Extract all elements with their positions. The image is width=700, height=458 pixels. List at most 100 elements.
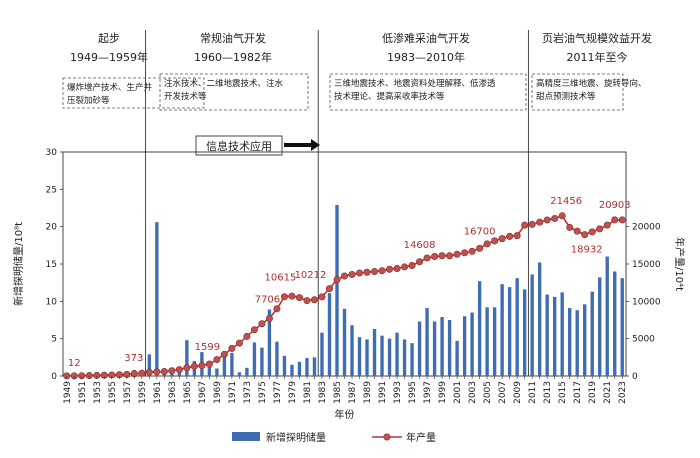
- production-point: [243, 332, 251, 340]
- x-tick-label: 1997: [423, 381, 433, 404]
- reserve-bar: [237, 372, 242, 376]
- reserve-bar: [440, 317, 444, 376]
- production-point: [160, 368, 168, 376]
- production-point: [153, 368, 161, 376]
- x-tick-label: 2011: [528, 381, 538, 404]
- x-tick-label: 2013: [543, 381, 553, 404]
- production-point: [371, 267, 379, 275]
- stage-note-line: 压裂加砂等: [67, 95, 110, 106]
- production-point: [506, 232, 514, 240]
- reserve-bar: [372, 328, 377, 376]
- x-tick-label: 1967: [198, 381, 208, 404]
- stage-years: 1960—1982年: [194, 50, 272, 64]
- x-tick-label: 1999: [438, 381, 448, 404]
- x-tick-label: 1987: [348, 381, 358, 404]
- production-point: [303, 297, 311, 305]
- reserve-bar: [425, 308, 429, 376]
- production-annotation: 373: [124, 353, 143, 364]
- x-axis-title: 年份: [335, 408, 355, 421]
- stage-years: 1983—2010年: [387, 50, 465, 64]
- x-tick-label: 1971: [228, 381, 238, 404]
- production-point: [438, 252, 446, 260]
- reserve-bar: [215, 368, 219, 376]
- production-point: [566, 223, 574, 231]
- stage-note-box: [531, 73, 624, 111]
- info-tech-callout: 信息技术应用: [195, 135, 320, 156]
- stage-title: 常规油气开发: [200, 31, 266, 45]
- legend-bar-label: 新增探明储量: [266, 431, 326, 444]
- reserve-bar: [365, 339, 369, 376]
- production-point: [491, 237, 499, 245]
- reserve-bar: [492, 307, 497, 376]
- production-point: [468, 247, 476, 255]
- production-annotation: 7706: [255, 294, 280, 305]
- reserve-bar: [605, 256, 609, 376]
- legend-line-marker: [383, 433, 391, 441]
- production-point: [513, 232, 521, 240]
- reserve-bar: [260, 347, 264, 376]
- x-tick-label: 1981: [303, 381, 313, 404]
- reserve-bar: [297, 361, 302, 376]
- reserve-bar: [177, 372, 182, 376]
- x-tick-label: 1989: [363, 381, 373, 404]
- legend-bar-swatch: [232, 432, 260, 441]
- reserve-bar: [575, 310, 579, 376]
- x-tick-label: 2007: [498, 381, 508, 404]
- reserve-bar: [275, 341, 279, 376]
- production-point: [603, 221, 611, 229]
- axes: 0 5 10 15 20 25 30 0 5000 10000 15000 20000 1949 1951…: [12, 148, 686, 421]
- production-point: [378, 267, 386, 275]
- x-tick-label: 1995: [408, 381, 418, 404]
- left-tick-label: 10: [46, 297, 58, 307]
- production-point: [551, 214, 559, 222]
- x-tick-label: 2019: [588, 381, 598, 404]
- stage-note-line: 开发技术等: [164, 91, 207, 102]
- production-point: [258, 320, 266, 328]
- production-annotation: 1599: [195, 342, 220, 353]
- x-tick-label: 2009: [513, 381, 523, 404]
- reserve-bar: [613, 271, 617, 376]
- x-tick-label: 1951: [78, 381, 88, 404]
- reserve-bar: [320, 332, 324, 376]
- x-tick-label: 2001: [453, 381, 463, 404]
- right-tick-label: 20000: [632, 223, 661, 233]
- production-point: [363, 268, 371, 276]
- x-tick-label: 2023: [618, 381, 628, 404]
- reserve-bar: [380, 335, 384, 376]
- production-point: [453, 250, 461, 258]
- reserve-bar: [402, 339, 407, 376]
- stage-title: 低渗难采油气开发: [382, 31, 470, 45]
- production-annotation: 14608: [404, 240, 436, 251]
- production-point: [558, 212, 566, 220]
- reserve-bars: [132, 205, 624, 376]
- reserve-bar: [170, 373, 174, 376]
- production-point: [543, 216, 551, 224]
- reserve-bar: [327, 293, 332, 376]
- production-point: [198, 362, 206, 370]
- reserve-bar: [515, 278, 519, 376]
- production-point: [280, 293, 288, 301]
- stage-note-line: 三维地震技术、地震资料处理解释、低渗透: [334, 78, 496, 89]
- x-tick-label: 1983: [318, 381, 328, 404]
- reserve-bar: [185, 340, 189, 376]
- reserve-bar: [590, 291, 594, 376]
- reserve-bar: [447, 320, 452, 376]
- x-tick-label: 1955: [108, 381, 118, 404]
- x-tick-label: 2005: [483, 381, 493, 404]
- production-point: [250, 326, 258, 334]
- production-point: [476, 244, 484, 252]
- reserve-bar: [395, 332, 399, 376]
- left-tick-label: 20: [46, 223, 58, 233]
- production-point: [408, 261, 416, 269]
- stage-note-line: 技术理论、提高采收率技术等: [334, 91, 445, 102]
- production-point: [168, 367, 176, 375]
- reserve-bar: [552, 296, 557, 376]
- reserve-bar: [342, 308, 347, 376]
- reserve-bar: [267, 309, 272, 376]
- reserve-bar: [462, 316, 467, 376]
- reserve-bar: [387, 338, 392, 376]
- production-annotation: 10212: [295, 270, 327, 281]
- stage-note-line: 爆炸增产技术、生产井: [67, 82, 152, 93]
